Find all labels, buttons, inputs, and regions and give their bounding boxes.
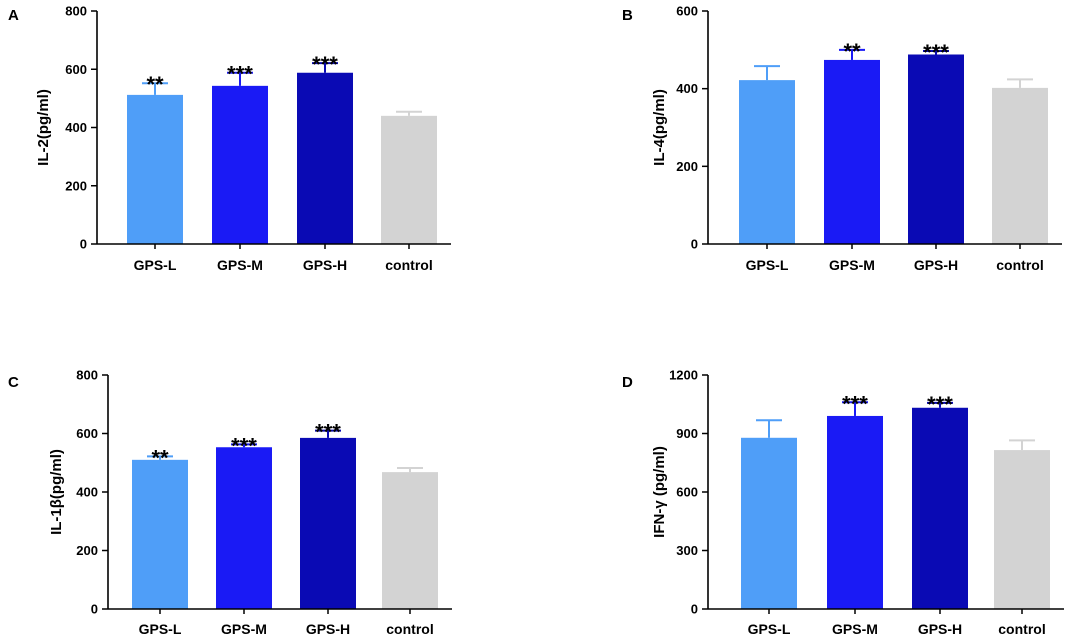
bar-gps-h: [912, 407, 968, 609]
x-tick-label-control: control: [385, 257, 432, 273]
y-axis-label: IL-4(pg/ml): [651, 89, 668, 166]
y-tick-label-800: 800: [76, 368, 98, 383]
x-tick-label-control: control: [998, 621, 1045, 637]
y-tick-label-0: 0: [691, 237, 698, 252]
panel-label-c: C: [8, 374, 19, 391]
bar-control: [994, 450, 1050, 609]
x-tick-label-gps-l: GPS-L: [139, 621, 182, 637]
significance-gps-h: ***: [312, 52, 338, 77]
bar-gps-m: [216, 447, 272, 609]
y-tick-label-200: 200: [65, 178, 87, 193]
y-tick-label-0: 0: [80, 237, 87, 252]
x-tick-label-gps-h: GPS-H: [306, 621, 350, 637]
bar-gps-l: [741, 437, 797, 609]
panel-d: D IFN-γ (pg/ml) GPS-L *** GPS-M *** GPS-H contr…: [622, 368, 1064, 637]
y-tick-label-200: 200: [76, 543, 98, 558]
bar-gps-h: [297, 72, 353, 245]
x-tick-label-gps-l: GPS-L: [748, 621, 791, 637]
significance-gps-h: ***: [923, 40, 949, 65]
bar-control: [992, 87, 1048, 244]
x-tick-label-gps-h: GPS-H: [303, 257, 347, 273]
x-tick-label-control: control: [386, 621, 433, 637]
x-tick-label-gps-m: GPS-M: [217, 257, 263, 273]
panel-b: B IL-4(pg/ml) GPS-L ** GPS-M *** GPS-H control 0…: [622, 4, 1062, 273]
significance-gps-h: ***: [927, 392, 953, 417]
y-tick-label-400: 400: [676, 81, 698, 96]
y-tick-label-0: 0: [91, 602, 98, 617]
y-tick-label-900: 900: [676, 426, 698, 441]
panel-label-b: B: [622, 7, 633, 24]
bar-gps-l: [132, 459, 188, 609]
panel-c: C IL-1β(pg/ml) ** GPS-L *** GPS-M *** GPS-H cont…: [8, 368, 452, 637]
bar-gps-h: [300, 437, 356, 609]
y-tick-label-200: 200: [676, 159, 698, 174]
x-tick-label-gps-m: GPS-M: [221, 621, 267, 637]
x-tick-label-gps-m: GPS-M: [829, 257, 875, 273]
significance-gps-l: **: [146, 72, 164, 97]
y-axis-label: IL-2(pg/ml): [35, 89, 52, 166]
y-axis-label: IL-1β(pg/ml): [48, 449, 65, 535]
y-tick-label-400: 400: [76, 485, 98, 500]
y-tick-label-600: 600: [76, 426, 98, 441]
x-tick-label-gps-m: GPS-M: [832, 621, 878, 637]
significance-gps-l: **: [151, 445, 169, 470]
significance-gps-m: **: [843, 39, 861, 64]
significance-gps-m: ***: [227, 62, 253, 87]
bar-gps-l: [127, 94, 183, 244]
x-tick-label-control: control: [996, 257, 1043, 273]
bar-gps-m: [827, 415, 883, 609]
panel-a: A IL-2(pg/ml) ** GPS-L *** GPS-M *** GPS-H contr…: [8, 4, 451, 273]
significance-gps-m: ***: [231, 433, 257, 458]
bar-control: [381, 115, 437, 244]
bar-control: [382, 472, 438, 609]
x-tick-label-gps-l: GPS-L: [746, 257, 789, 273]
significance-gps-m: ***: [842, 391, 868, 416]
bar-gps-l: [739, 80, 795, 244]
bar-gps-h: [908, 54, 964, 244]
y-tick-label-600: 600: [65, 62, 87, 77]
panel-label-a: A: [8, 7, 19, 24]
y-tick-label-1200: 1200: [669, 368, 698, 383]
panel-label-d: D: [622, 374, 633, 391]
y-axis-label: IFN-γ (pg/ml): [651, 446, 668, 538]
significance-gps-h: ***: [315, 420, 341, 445]
bar-gps-m: [824, 59, 880, 245]
y-tick-label-600: 600: [676, 4, 698, 19]
x-tick-label-gps-h: GPS-H: [918, 621, 962, 637]
bar-gps-m: [212, 85, 268, 244]
x-tick-label-gps-h: GPS-H: [914, 257, 958, 273]
y-tick-label-0: 0: [691, 602, 698, 617]
y-tick-label-300: 300: [676, 543, 698, 558]
x-tick-label-gps-l: GPS-L: [134, 257, 177, 273]
y-tick-label-800: 800: [65, 4, 87, 19]
y-tick-label-600: 600: [676, 485, 698, 500]
y-tick-label-400: 400: [65, 120, 87, 135]
